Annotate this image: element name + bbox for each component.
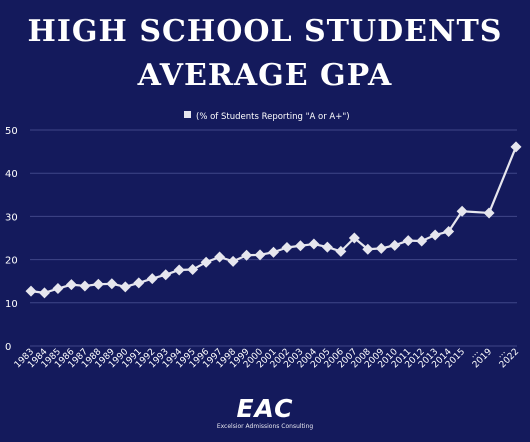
data-point: [429, 229, 441, 241]
y-tick-label: 40: [5, 169, 18, 180]
y-tick-label: 50: [5, 126, 18, 137]
data-point: [294, 240, 306, 252]
chart-title-line-2: AVERAGE GPA: [137, 58, 393, 93]
data-point: [227, 255, 239, 267]
data-point: [308, 238, 320, 250]
data-point: [133, 277, 145, 289]
legend-marker: [184, 111, 191, 118]
data-point: [173, 264, 185, 276]
legend-label: (% of Students Reporting "A or A+"): [196, 112, 350, 122]
data-point: [456, 205, 468, 217]
data-point: [241, 249, 253, 261]
data-point: [65, 279, 77, 291]
data-point: [92, 278, 104, 290]
data-point: [362, 243, 374, 255]
chart-title-line-1: HIGH SCHOOL STUDENTS: [27, 14, 503, 49]
y-tick-label: 30: [5, 212, 18, 223]
data-point: [254, 249, 266, 261]
y-tick-label: 10: [5, 299, 18, 310]
data-point: [79, 280, 91, 292]
data-point: [119, 281, 131, 293]
data-point: [106, 278, 118, 290]
data-point: [146, 273, 158, 285]
data-point: [335, 245, 347, 257]
data-point: [214, 251, 226, 263]
data-point: [52, 283, 64, 295]
data-point: [281, 242, 293, 254]
data-point: [348, 232, 360, 244]
data-point: [510, 141, 522, 153]
y-tick-label: 20: [5, 256, 18, 267]
brand-logo: EAC: [236, 394, 294, 423]
data-point: [443, 226, 455, 238]
data-point: [402, 235, 414, 247]
data-point: [375, 242, 387, 254]
data-point: [268, 246, 279, 258]
data-point: [160, 269, 172, 281]
data-point: [38, 287, 50, 299]
data-point: [25, 285, 37, 297]
data-point: [416, 235, 428, 247]
data-point: [187, 264, 199, 276]
y-tick-label: 0: [5, 342, 11, 353]
data-point: [483, 207, 495, 219]
data-point: [321, 241, 333, 253]
data-point: [389, 239, 401, 251]
brand-subtitle: Excelsior Admissions Consulting: [216, 423, 314, 430]
series-line: [30, 146, 518, 294]
data-point: [200, 256, 212, 268]
